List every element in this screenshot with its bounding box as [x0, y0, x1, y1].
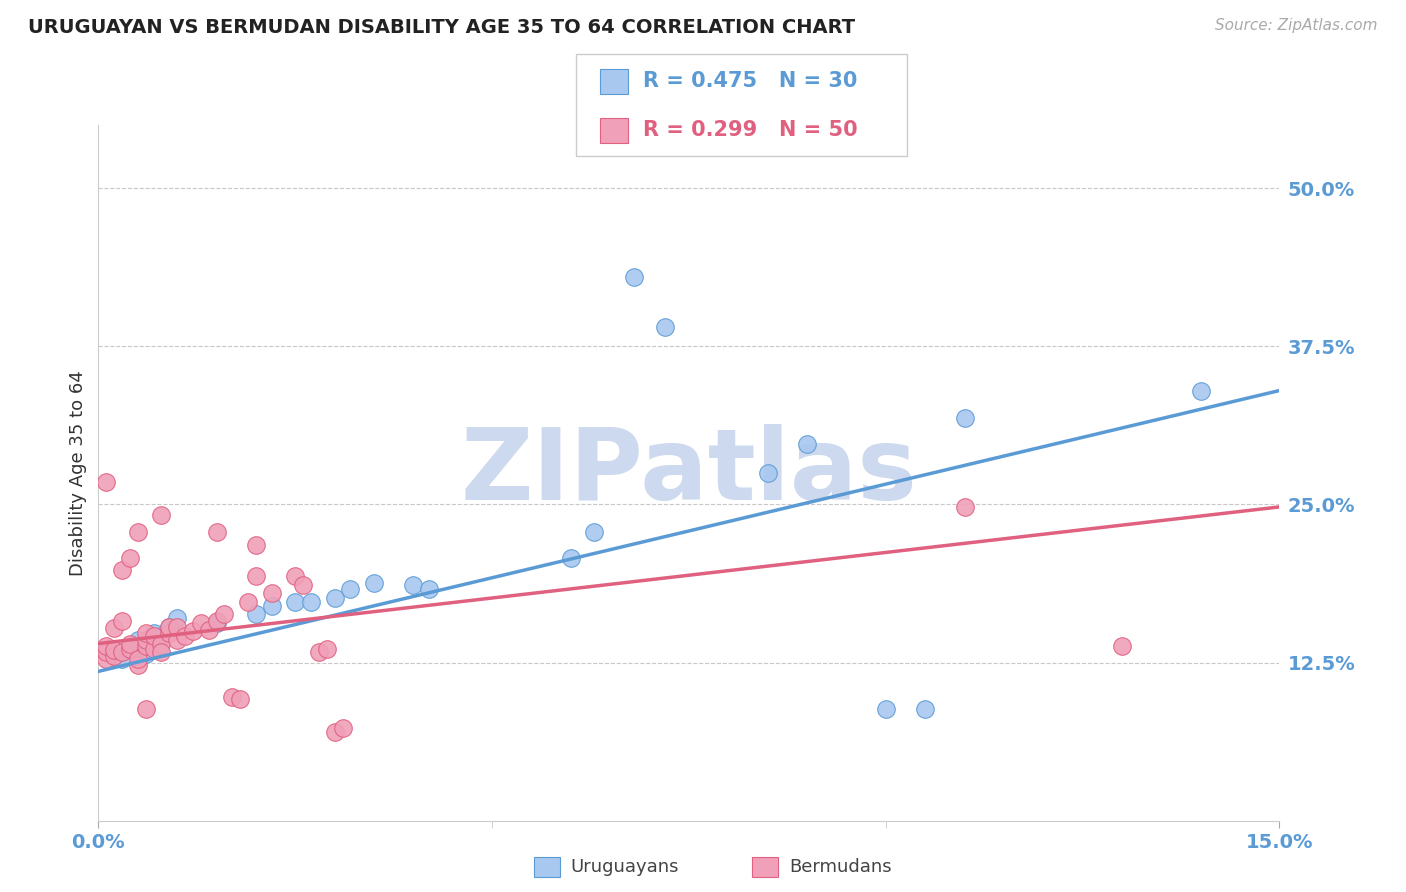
- Point: [127, 658, 149, 673]
- Point: [245, 607, 267, 622]
- Point: [111, 651, 134, 665]
- Point: [96, 475, 118, 489]
- Text: URUGUAYAN VS BERMUDAN DISABILITY AGE 35 TO 64 CORRELATION CHART: URUGUAYAN VS BERMUDAN DISABILITY AGE 35 …: [28, 18, 855, 37]
- Point: [166, 620, 188, 634]
- Point: [150, 508, 173, 522]
- Point: [96, 639, 118, 653]
- Point: [157, 620, 180, 634]
- Point: [103, 621, 125, 635]
- Point: [205, 525, 228, 540]
- Point: [150, 645, 173, 659]
- Point: [111, 614, 134, 628]
- Point: [914, 702, 936, 716]
- Point: [221, 690, 243, 704]
- Text: Uruguayans: Uruguayans: [571, 858, 679, 876]
- Point: [103, 649, 125, 664]
- Point: [150, 636, 173, 650]
- Point: [323, 591, 346, 605]
- Point: [308, 645, 330, 659]
- Point: [875, 702, 897, 716]
- Point: [118, 641, 141, 656]
- Point: [118, 550, 141, 565]
- Point: [260, 586, 283, 600]
- Text: Bermudans: Bermudans: [789, 858, 891, 876]
- Point: [127, 632, 149, 647]
- Point: [1111, 639, 1133, 653]
- Point: [623, 269, 645, 284]
- Point: [96, 644, 118, 658]
- Point: [118, 639, 141, 653]
- Point: [118, 636, 141, 650]
- Point: [103, 649, 125, 664]
- Text: Source: ZipAtlas.com: Source: ZipAtlas.com: [1215, 18, 1378, 33]
- Point: [111, 563, 134, 577]
- Point: [654, 320, 676, 334]
- Point: [96, 651, 118, 665]
- Point: [135, 639, 157, 653]
- Point: [245, 569, 267, 583]
- Point: [583, 525, 606, 540]
- Point: [166, 632, 188, 647]
- Point: [284, 595, 307, 609]
- Point: [560, 550, 582, 565]
- Point: [284, 569, 307, 583]
- Point: [363, 575, 385, 590]
- Point: [135, 626, 157, 640]
- Text: R = 0.475   N = 30: R = 0.475 N = 30: [643, 71, 856, 91]
- Point: [135, 702, 157, 716]
- Point: [157, 626, 180, 640]
- Point: [174, 629, 197, 643]
- Point: [214, 607, 236, 622]
- Point: [135, 632, 157, 647]
- Point: [260, 599, 283, 613]
- Text: ZIPatlas: ZIPatlas: [461, 425, 917, 521]
- Point: [205, 614, 228, 628]
- Point: [135, 647, 157, 661]
- Point: [402, 578, 425, 592]
- Point: [166, 611, 188, 625]
- Point: [1189, 384, 1212, 398]
- Point: [245, 538, 267, 552]
- Point: [236, 595, 259, 609]
- Point: [142, 641, 165, 656]
- Point: [332, 721, 354, 735]
- Point: [315, 641, 337, 656]
- Y-axis label: Disability Age 35 to 64: Disability Age 35 to 64: [69, 370, 87, 575]
- Point: [292, 578, 315, 592]
- Point: [953, 411, 976, 425]
- Point: [756, 466, 779, 480]
- Point: [205, 616, 228, 631]
- Point: [418, 582, 440, 596]
- Point: [103, 643, 125, 657]
- Point: [157, 620, 180, 634]
- Text: R = 0.299   N = 50: R = 0.299 N = 50: [643, 120, 858, 140]
- Point: [197, 623, 219, 637]
- Point: [150, 629, 173, 643]
- Point: [127, 525, 149, 540]
- Point: [190, 616, 212, 631]
- Point: [181, 624, 204, 638]
- Point: [127, 651, 149, 665]
- Point: [111, 645, 134, 659]
- Point: [142, 629, 165, 643]
- Point: [953, 500, 976, 514]
- Point: [339, 582, 361, 596]
- Point: [96, 645, 118, 659]
- Point: [142, 626, 165, 640]
- Point: [796, 436, 818, 450]
- Point: [229, 692, 252, 706]
- Point: [299, 595, 322, 609]
- Point: [323, 725, 346, 739]
